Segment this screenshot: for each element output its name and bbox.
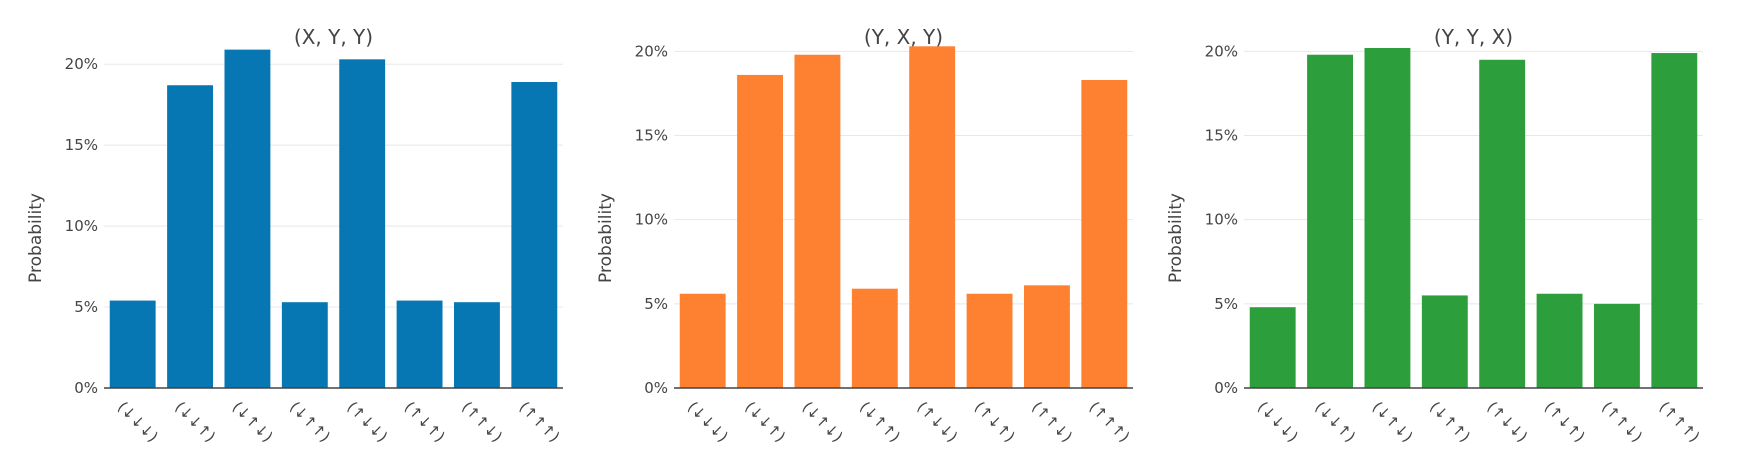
bar-2 — [737, 74, 784, 388]
y-tick-label: 15% — [635, 127, 668, 145]
y-tick-label: 20% — [1205, 42, 1238, 60]
y-axis-label: Probability — [26, 193, 46, 283]
y-tick-label: 0% — [1214, 379, 1238, 397]
x-tick-label: (↑↑↑) — [1086, 398, 1134, 446]
x-tick-label: (↑↓↓) — [913, 398, 961, 446]
x-tick-label: (↑↓↓) — [1483, 398, 1531, 446]
bar-7 — [1023, 285, 1070, 388]
chart-panel-1: (X, Y, Y)0%5%10%15%20%Probability(↓↓↓) (↓… — [26, 25, 563, 446]
x-tick-label: (↑↑↓) — [458, 398, 506, 446]
x-tick-label: (↑↑↓) — [1598, 398, 1646, 446]
x-tick-label: (↑↓↓) — [343, 398, 391, 446]
x-tick-label: (↓↑↓) — [1369, 398, 1417, 446]
x-tick-label: (↓↑↑) — [1426, 398, 1474, 446]
bar-1 — [1249, 307, 1296, 388]
chart-title: (Y, Y, X) — [1434, 25, 1513, 49]
chart-panel-3: (Y, Y, X)0%5%10%15%20%Probability(↓↓↓) (↓… — [1166, 25, 1703, 446]
y-tick-label: 0% — [644, 379, 668, 397]
chart-panel-2: (Y, X, Y)0%5%10%15%20%Probability(↓↓↓) (↓… — [596, 25, 1133, 446]
x-tick-label: (↑↑↑) — [516, 398, 564, 446]
x-tick-label: (↓↓↓) — [1254, 398, 1302, 446]
chart-title: (Y, X, Y) — [864, 25, 943, 49]
y-tick-label: 15% — [65, 136, 98, 154]
x-tick-label: (↓↑↑) — [286, 398, 334, 446]
bar-2 — [167, 85, 214, 388]
bar-6 — [1536, 293, 1583, 388]
y-tick-label: 10% — [65, 217, 98, 235]
bar-7 — [453, 302, 500, 388]
bar-7 — [1593, 303, 1640, 388]
bar-6 — [396, 300, 443, 388]
y-tick-label: 10% — [1205, 211, 1238, 229]
y-tick-label: 20% — [635, 42, 668, 60]
x-tick-label: (↓↓↓) — [684, 398, 732, 446]
bar-3 — [224, 49, 271, 388]
bar-1 — [679, 293, 726, 388]
y-tick-label: 5% — [644, 295, 668, 313]
x-tick-label: (↓↓↑) — [171, 398, 219, 446]
bar-3 — [1364, 48, 1411, 388]
x-tick-label: (↓↓↑) — [741, 398, 789, 446]
bar-4 — [851, 288, 898, 388]
y-tick-label: 15% — [1205, 127, 1238, 145]
x-tick-label: (↑↓↑) — [1541, 398, 1589, 446]
y-tick-label: 0% — [74, 379, 98, 397]
bar-8 — [1081, 79, 1128, 389]
bar-8 — [1651, 53, 1698, 389]
bar-5 — [339, 59, 386, 388]
y-tick-label: 5% — [74, 298, 98, 316]
x-tick-label: (↑↓↑) — [401, 398, 449, 446]
y-axis-label: Probability — [596, 193, 616, 283]
x-tick-label: (↓↑↓) — [799, 398, 847, 446]
bar-2 — [1307, 54, 1354, 389]
x-tick-label: (↑↓↑) — [971, 398, 1019, 446]
bar-4 — [281, 302, 328, 388]
bar-1 — [109, 300, 156, 388]
y-tick-label: 20% — [65, 55, 98, 73]
bar-5 — [909, 46, 956, 388]
bar-8 — [511, 82, 558, 388]
bar-3 — [794, 54, 841, 389]
x-tick-label: (↑↑↑) — [1656, 398, 1704, 446]
x-tick-label: (↓↓↑) — [1311, 398, 1359, 446]
y-tick-label: 10% — [635, 211, 668, 229]
chart-title: (X, Y, Y) — [294, 25, 373, 49]
bar-5 — [1479, 59, 1526, 389]
x-tick-label: (↑↑↓) — [1028, 398, 1076, 446]
y-axis-label: Probability — [1166, 193, 1186, 283]
x-tick-label: (↓↑↓) — [229, 398, 277, 446]
bar-4 — [1421, 295, 1468, 388]
y-tick-label: 5% — [1214, 295, 1238, 313]
x-tick-label: (↓↑↑) — [856, 398, 904, 446]
bar-6 — [966, 293, 1013, 388]
x-tick-label: (↓↓↓) — [114, 398, 162, 446]
